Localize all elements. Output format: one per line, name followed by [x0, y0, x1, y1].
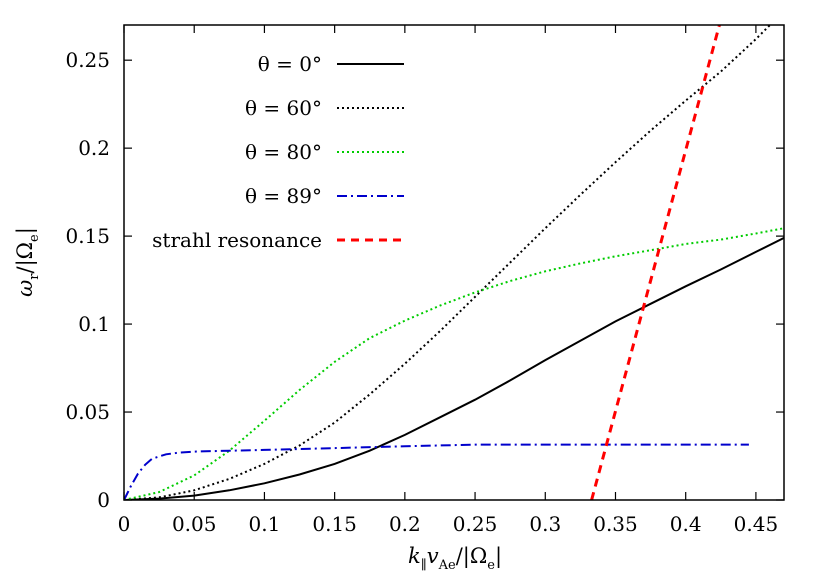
legend-item-5: strahl resonance [152, 228, 404, 252]
y-axis-label: ωr/|Ωe| [13, 227, 42, 297]
legend-label: θ = 0° [258, 52, 322, 76]
y-tick-label: 0.25 [65, 48, 110, 72]
x-tick-label: 0.2 [389, 512, 421, 536]
svg-text:ωr/|Ωe|: ωr/|Ωe| [13, 227, 42, 297]
y-tick-label: 0.2 [78, 136, 110, 160]
legend-label: strahl resonance [152, 228, 322, 252]
x-tick-label: 0.35 [593, 512, 638, 536]
x-tick-label: 0.3 [529, 512, 561, 536]
legend-item-3: θ = 80° [245, 140, 404, 164]
series-line-1 [124, 237, 784, 500]
legend-label: θ = 89° [245, 184, 322, 208]
y-tick-label: 0.05 [65, 400, 110, 424]
x-tick-label: 0.45 [734, 512, 779, 536]
series-line-4 [124, 443, 749, 500]
x-tick-label: 0.05 [172, 512, 217, 536]
y-tick-label: 0.15 [65, 224, 110, 248]
ticks-layer: 0 0.05 0.1 0.15 0.2 0.25 0.3 0.35 0.4 0.45 0 0.05 0.… [65, 25, 784, 536]
x-tick-label: 0.1 [249, 512, 281, 536]
series-layer [124, 25, 784, 500]
legend-label: θ = 80° [245, 140, 322, 164]
series-line-2 [124, 25, 771, 500]
legend: θ = 0° θ = 60° θ = 80° θ = 89° strahl resona… [152, 52, 404, 252]
x-tick-label: 0 [118, 512, 131, 536]
x-tick-label: 0.4 [670, 512, 702, 536]
series-line-5 [590, 25, 721, 500]
plot-frame [123, 24, 785, 501]
y-tick-label: 0.1 [78, 312, 110, 336]
x-axis-label: k∥vAe/|Ωe| [408, 544, 502, 573]
series-line-3 [124, 227, 784, 500]
svg-text:k∥vAe/|Ωe|: k∥vAe/|Ωe| [408, 544, 502, 573]
x-tick-label: 0.15 [312, 512, 357, 536]
legend-item-4: θ = 89° [245, 184, 404, 208]
legend-item-1: θ = 0° [258, 52, 404, 76]
legend-label: θ = 60° [245, 96, 322, 120]
x-tick-label: 0.25 [453, 512, 498, 536]
y-tick-label: 0 [97, 488, 110, 512]
legend-item-2: θ = 60° [245, 96, 404, 120]
